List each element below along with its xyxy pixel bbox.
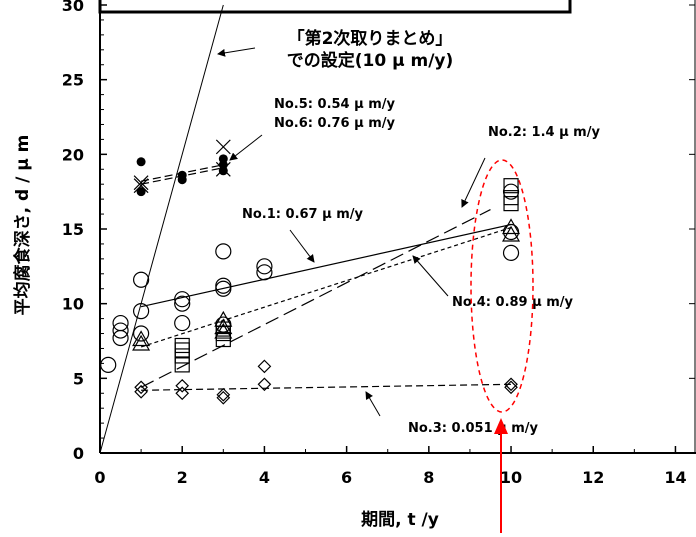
fit-line-diamond bbox=[141, 383, 512, 391]
data-point-circle bbox=[256, 264, 273, 281]
x-tick-label: 12 bbox=[582, 468, 604, 487]
y-tick-label: 25 bbox=[62, 71, 84, 90]
data-point-square bbox=[503, 178, 519, 194]
data-point-filled-circle bbox=[136, 157, 146, 167]
data-point-diamond bbox=[257, 377, 272, 392]
y-tick-label: 10 bbox=[62, 295, 84, 314]
data-point-triangle bbox=[214, 322, 233, 339]
data-point-circle bbox=[502, 244, 520, 261]
data-point-circle bbox=[133, 325, 150, 342]
fit-line-circle bbox=[140, 223, 512, 308]
y-tick-label: 20 bbox=[62, 145, 84, 164]
data-point-square bbox=[503, 196, 519, 212]
y-tick-label: 5 bbox=[73, 369, 84, 388]
no5-label: No.5: 0.54 μ m/y bbox=[274, 97, 396, 112]
data-point-triangle bbox=[502, 218, 521, 235]
data-point-circle bbox=[112, 322, 129, 339]
data-point-diamond bbox=[216, 387, 231, 402]
setting-annotation-line1: 「第2次取りまとめ」 bbox=[288, 28, 453, 49]
fit-line-square bbox=[140, 209, 491, 388]
no6-label: No.6: 0.76 μ m/y bbox=[274, 116, 396, 131]
data-point-diamond bbox=[504, 377, 518, 392]
x-tick-label: 8 bbox=[423, 468, 434, 487]
x-axis-label: 期間, t /y bbox=[361, 510, 439, 530]
data-point-diamond bbox=[175, 378, 190, 393]
data-point-triangle bbox=[132, 330, 151, 347]
data-point-circle bbox=[112, 314, 129, 332]
data-point-diamond bbox=[216, 390, 231, 405]
no4-arrow bbox=[412, 255, 449, 297]
data-point-cross bbox=[133, 175, 149, 191]
data-point-filled-circle bbox=[177, 175, 187, 185]
data-point-square bbox=[174, 357, 190, 373]
highlight-arrow-head bbox=[494, 418, 508, 434]
no2-label: No.2: 1.4 μ m/y bbox=[488, 125, 600, 140]
reference-line bbox=[99, 4, 224, 454]
data-point-square bbox=[174, 348, 190, 364]
fit-line-triangle bbox=[140, 226, 512, 348]
data-point-filled-circle bbox=[136, 187, 146, 197]
y-tick-label: 30 bbox=[62, 0, 84, 15]
data-point-circle bbox=[133, 271, 150, 288]
y-tick-label: 0 bbox=[73, 444, 84, 463]
no1-arrow bbox=[289, 229, 315, 263]
data-point-cross bbox=[215, 161, 231, 177]
data-point-square bbox=[174, 337, 190, 354]
data-point-circle bbox=[133, 303, 150, 320]
data-point-diamond bbox=[134, 380, 148, 395]
x-tick-label: 2 bbox=[177, 468, 188, 487]
x-tick-label: 6 bbox=[341, 468, 352, 487]
x-tick-label: 10 bbox=[500, 468, 522, 487]
x-tick-label: 4 bbox=[259, 468, 270, 487]
data-point-triangle bbox=[214, 310, 233, 327]
data-point-diamond bbox=[175, 386, 190, 401]
data-point-circle bbox=[215, 243, 232, 260]
data-point-circle bbox=[215, 280, 232, 297]
setting-arrow bbox=[217, 47, 256, 57]
data-point-circle bbox=[256, 258, 273, 275]
data-point-circle bbox=[174, 295, 191, 312]
data-point-triangle bbox=[132, 334, 151, 351]
data-point-diamond bbox=[257, 359, 272, 374]
highlight-ellipse bbox=[470, 159, 534, 413]
data-point-circle bbox=[215, 277, 232, 294]
data-point-square bbox=[174, 342, 190, 358]
no3-label: No.3: 0.051 μ m/y bbox=[408, 421, 539, 436]
data-point-circle bbox=[174, 314, 191, 332]
legend-box bbox=[98, 0, 572, 14]
y-axis-label: 平均腐食深さ, d / μ m bbox=[12, 135, 33, 316]
setting-annotation-line2: での設定(10 μ m/y) bbox=[287, 50, 454, 71]
data-point-cross bbox=[133, 178, 149, 194]
data-point-circle bbox=[100, 356, 117, 373]
data-point-circle bbox=[174, 291, 191, 308]
x-tick-label: 14 bbox=[664, 468, 686, 487]
data-point-triangle bbox=[502, 225, 521, 242]
data-point-diamond bbox=[504, 380, 518, 395]
data-point-diamond bbox=[134, 384, 148, 399]
no2-arrow bbox=[461, 157, 486, 208]
no4-label: No.4: 0.89 μ m/y bbox=[452, 295, 574, 310]
no5-arrow bbox=[229, 134, 263, 161]
data-point-square bbox=[215, 331, 231, 348]
data-point-cross bbox=[215, 139, 231, 155]
data-point-filled-circle bbox=[218, 166, 228, 176]
y-tick-label: 15 bbox=[62, 220, 84, 239]
data-point-square bbox=[215, 321, 231, 337]
no1-label: No.1: 0.67 μ m/y bbox=[242, 207, 364, 222]
x-tick-label: 0 bbox=[94, 468, 105, 487]
no3-arrow bbox=[365, 391, 381, 417]
